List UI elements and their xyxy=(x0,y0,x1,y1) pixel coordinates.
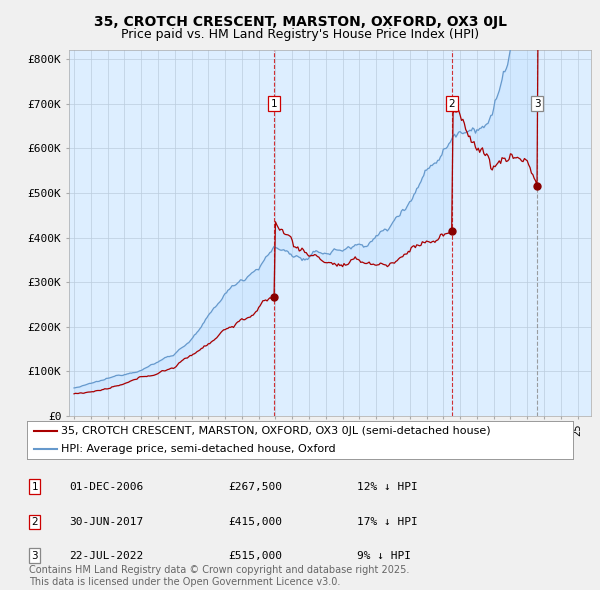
Text: 3: 3 xyxy=(31,551,38,560)
Text: 35, CROTCH CRESCENT, MARSTON, OXFORD, OX3 0JL: 35, CROTCH CRESCENT, MARSTON, OXFORD, OX… xyxy=(94,15,506,29)
Text: 01-DEC-2006: 01-DEC-2006 xyxy=(69,482,143,491)
Text: 17% ↓ HPI: 17% ↓ HPI xyxy=(357,517,418,527)
Text: 2: 2 xyxy=(448,99,455,109)
Text: HPI: Average price, semi-detached house, Oxford: HPI: Average price, semi-detached house,… xyxy=(61,444,335,454)
Text: 9% ↓ HPI: 9% ↓ HPI xyxy=(357,551,411,560)
Text: 2: 2 xyxy=(31,517,38,527)
Text: 30-JUN-2017: 30-JUN-2017 xyxy=(69,517,143,527)
Text: 35, CROTCH CRESCENT, MARSTON, OXFORD, OX3 0JL (semi-detached house): 35, CROTCH CRESCENT, MARSTON, OXFORD, OX… xyxy=(61,426,490,436)
Text: 1: 1 xyxy=(271,99,277,109)
Text: Contains HM Land Registry data © Crown copyright and database right 2025.
This d: Contains HM Land Registry data © Crown c… xyxy=(29,565,409,587)
Text: 3: 3 xyxy=(533,99,541,109)
Text: £515,000: £515,000 xyxy=(228,551,282,560)
Text: £415,000: £415,000 xyxy=(228,517,282,527)
Text: £267,500: £267,500 xyxy=(228,482,282,491)
Text: Price paid vs. HM Land Registry's House Price Index (HPI): Price paid vs. HM Land Registry's House … xyxy=(121,28,479,41)
Text: 1: 1 xyxy=(31,482,38,491)
Text: 12% ↓ HPI: 12% ↓ HPI xyxy=(357,482,418,491)
Text: 22-JUL-2022: 22-JUL-2022 xyxy=(69,551,143,560)
